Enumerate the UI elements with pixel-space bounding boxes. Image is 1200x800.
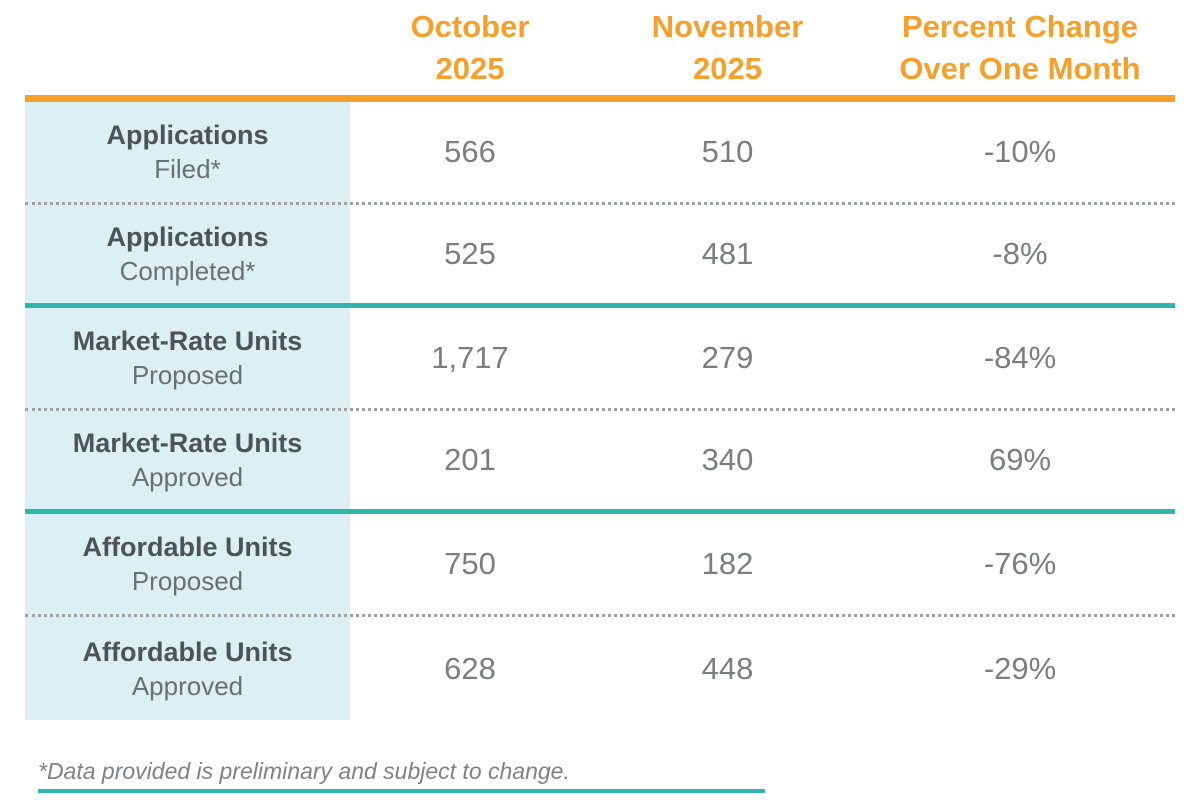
- october-value: 566: [444, 134, 496, 169]
- row-label-subtitle: Approved: [131, 462, 244, 492]
- row-label-subtitle: Approved: [131, 670, 244, 701]
- table-body: Applications Filed* 566 510 -10% Applica…: [25, 102, 1175, 720]
- november-value: 510: [701, 134, 754, 169]
- november-value: 340: [701, 442, 754, 477]
- row-label: Applications Completed*: [25, 220, 350, 288]
- row-label: Market-Rate Units Approved: [25, 426, 350, 494]
- percent-change-value: -29%: [983, 650, 1057, 686]
- october-value: 525: [444, 236, 496, 271]
- percent-change-value: 69%: [988, 442, 1052, 477]
- column-header-percent-line1: Percent Change: [901, 8, 1138, 44]
- october-value: 1,717: [431, 340, 509, 375]
- percent-change-value: -76%: [983, 546, 1057, 581]
- table-row-market-rate-approved: Market-Rate Units Approved 201 340 69%: [25, 411, 1175, 514]
- november-value: 279: [701, 340, 754, 375]
- row-label: Affordable Units Proposed: [25, 530, 350, 598]
- table-row-affordable-approved: Affordable Units Approved 628 448 -29%: [25, 617, 1175, 720]
- column-header-october: October 2025: [350, 6, 590, 90]
- row-label: Applications Filed*: [25, 118, 350, 186]
- row-label: Affordable Units Approved: [25, 635, 350, 703]
- november-value: 448: [701, 650, 754, 686]
- column-header-october-line2: 2025: [435, 50, 505, 86]
- table-header-row: October 2025 November 2025 Percent Chang…: [25, 0, 1175, 95]
- column-header-october-line1: October: [410, 8, 530, 44]
- row-label-title: Affordable Units: [82, 532, 293, 562]
- row-label-subtitle: Completed*: [119, 256, 256, 286]
- percent-change-value: -10%: [983, 134, 1057, 169]
- row-label-subtitle: Filed*: [154, 154, 221, 184]
- october-value: 750: [444, 546, 496, 581]
- percent-change-value: -8%: [992, 236, 1048, 271]
- october-value: 628: [444, 650, 496, 686]
- row-label-subtitle: Proposed: [131, 360, 244, 390]
- stats-table: October 2025 November 2025 Percent Chang…: [25, 0, 1175, 720]
- table-row-affordable-proposed: Affordable Units Proposed 750 182 -76%: [25, 514, 1175, 617]
- bottom-accent-bar: [38, 789, 765, 793]
- column-header-november-line2: 2025: [693, 50, 762, 86]
- october-value: 201: [444, 442, 496, 477]
- table-row-market-rate-proposed: Market-Rate Units Proposed 1,717 279 -84…: [25, 308, 1175, 411]
- header-divider-rule: [25, 95, 1175, 102]
- row-label-title: Applications: [106, 120, 269, 150]
- percent-change-value: -84%: [983, 340, 1057, 375]
- november-value: 481: [701, 236, 754, 271]
- data-disclaimer-footnote: *Data provided is preliminary and subjec…: [38, 758, 570, 784]
- row-label-title: Market-Rate Units: [72, 326, 303, 356]
- table-row-applications-filed: Applications Filed* 566 510 -10%: [25, 102, 1175, 205]
- column-header-november: November 2025: [590, 6, 865, 90]
- row-label-title: Applications: [106, 222, 269, 252]
- row-label-title: Affordable Units: [82, 636, 293, 667]
- table-row-applications-completed: Applications Completed* 525 481 -8%: [25, 205, 1175, 308]
- row-label: Market-Rate Units Proposed: [25, 324, 350, 392]
- november-value: 182: [701, 546, 754, 581]
- column-header-november-line1: November: [651, 8, 804, 44]
- row-label-title: Market-Rate Units: [72, 428, 303, 458]
- column-header-percent-line2: Over One Month: [899, 50, 1141, 86]
- column-header-percent-change: Percent Change Over One Month: [865, 6, 1175, 90]
- row-label-subtitle: Proposed: [131, 566, 244, 596]
